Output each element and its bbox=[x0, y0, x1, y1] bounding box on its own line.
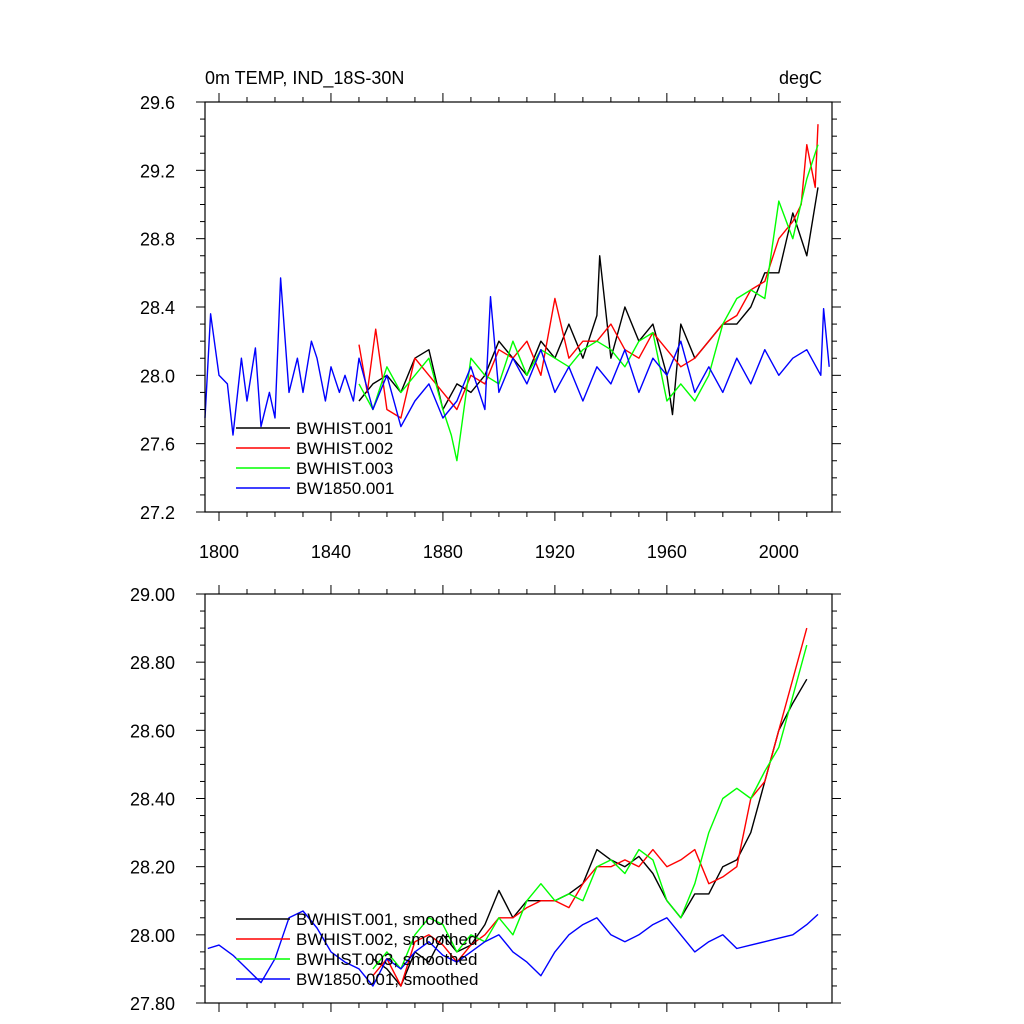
y-tick-label: 28.20 bbox=[130, 858, 175, 878]
y-tick-label: 28.4 bbox=[140, 298, 175, 318]
y-tick-label: 28.80 bbox=[130, 653, 175, 673]
x-tick-label: 1840 bbox=[311, 542, 351, 562]
y-tick-label: 27.6 bbox=[140, 435, 175, 455]
series-line-4 bbox=[207, 910, 819, 987]
y-tick-label: 28.8 bbox=[140, 230, 175, 250]
chart-units: degC bbox=[779, 68, 822, 88]
y-tick-label: 28.40 bbox=[130, 790, 175, 810]
y-tick-label: 29.00 bbox=[130, 585, 175, 605]
top-panel: 0m TEMP, IND_18S-30N degC 1800 1840 1880 19… bbox=[140, 68, 841, 562]
legend-label-3: BWHIST.003 bbox=[296, 459, 393, 478]
y-tick-label: 28.0 bbox=[140, 366, 175, 386]
x-tick-label: 1800 bbox=[199, 542, 239, 562]
legend-label-3: BWHIST.003, smoothed bbox=[296, 950, 477, 969]
series-line-1 bbox=[372, 678, 808, 987]
y-tick-label: 27.2 bbox=[140, 503, 175, 523]
y-tick-label: 29.6 bbox=[140, 93, 175, 113]
y-tick-label: 29.2 bbox=[140, 161, 175, 181]
x-tick-label: 1920 bbox=[535, 542, 575, 562]
series-line-3 bbox=[358, 144, 819, 462]
x-tick-label: 2000 bbox=[759, 542, 799, 562]
legend-label-2: BWHIST.002, smoothed bbox=[296, 930, 477, 949]
chart-title: 0m TEMP, IND_18S-30N bbox=[205, 68, 404, 89]
x-tick-label: 1960 bbox=[647, 542, 687, 562]
y-tick-label: 28.60 bbox=[130, 721, 175, 741]
bottom-panel: 27.80 28.00 28.20 28.40 28.60 28.80 29.00 BWHIS… bbox=[130, 585, 841, 1014]
legend-label-4: BW1850.001 bbox=[296, 479, 394, 498]
series-line-2 bbox=[372, 627, 808, 987]
x-tick-label: 1880 bbox=[423, 542, 463, 562]
y-tick-label: 27.80 bbox=[130, 994, 175, 1014]
legend-label-2: BWHIST.002 bbox=[296, 439, 393, 458]
series-line-3 bbox=[372, 644, 808, 970]
legend-label-1: BWHIST.001 bbox=[296, 419, 393, 438]
legend-label-4: BW1850.001, smoothed bbox=[296, 970, 478, 989]
legend-label-1: BWHIST.001, smoothed bbox=[296, 910, 477, 929]
series-line-2 bbox=[358, 124, 819, 419]
series-line-4 bbox=[204, 277, 830, 436]
y-tick-label: 28.00 bbox=[130, 926, 175, 946]
